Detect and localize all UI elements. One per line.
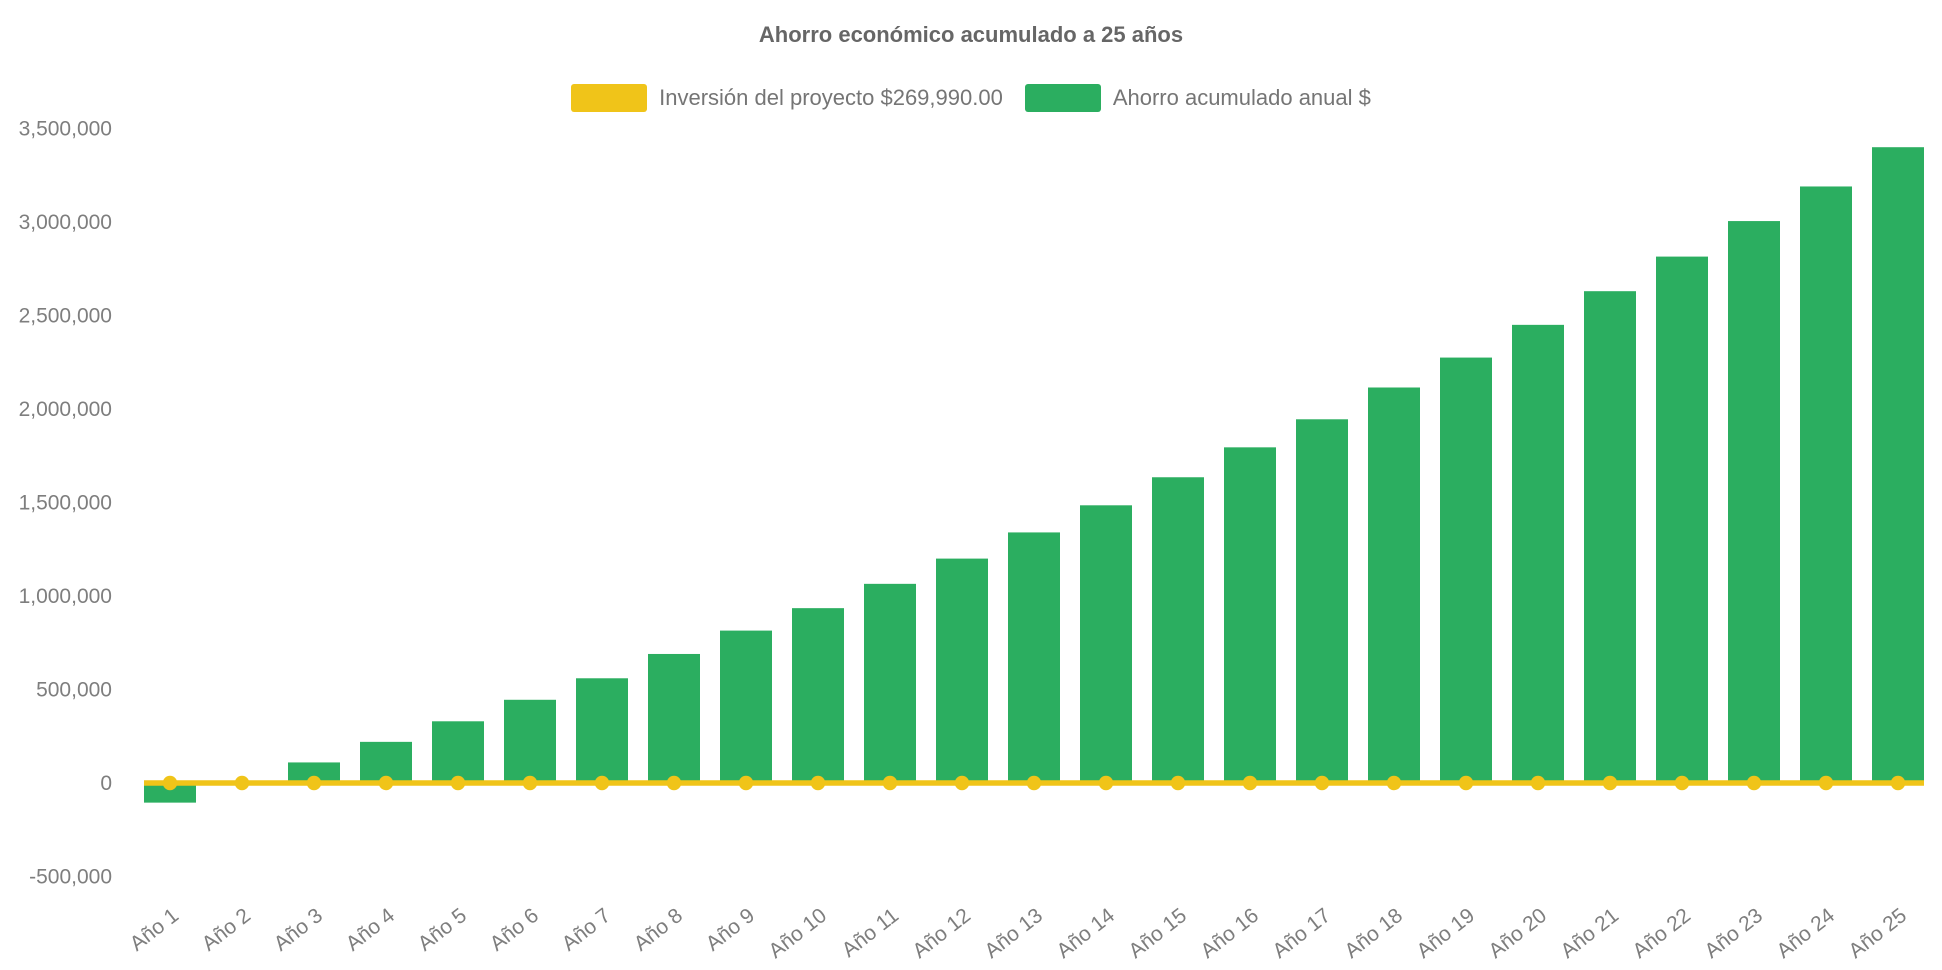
investment-line-point <box>1098 775 1114 791</box>
x-tick-label: Año 25 <box>1844 904 1911 963</box>
x-tick-label: Año 11 <box>838 904 903 962</box>
investment-line-point <box>594 775 610 791</box>
x-tick-label: Año 12 <box>908 904 975 963</box>
investment-line-point <box>810 775 826 791</box>
investment-line-point <box>666 775 682 791</box>
bar-año-12[interactable] <box>936 558 988 783</box>
bar-año-7[interactable] <box>576 678 628 783</box>
investment-line-point <box>954 775 970 791</box>
investment-line-point <box>1458 775 1474 791</box>
investment-line-point <box>1674 775 1690 791</box>
x-tick-label: Año 21 <box>1556 904 1623 963</box>
y-tick-label: 2,500,000 <box>19 305 112 328</box>
investment-line-point <box>1602 775 1618 791</box>
legend-item-inversion[interactable]: Inversión del proyecto $269,990.00 <box>571 84 1003 112</box>
investment-line-point <box>522 775 538 791</box>
x-tick-label: Año 1 <box>126 904 183 956</box>
investment-line-point <box>1746 775 1762 791</box>
bar-año-14[interactable] <box>1080 505 1132 783</box>
y-tick-label: 500,000 <box>36 679 112 702</box>
x-tick-label: Año 18 <box>1340 904 1407 963</box>
x-tick-label: Año 17 <box>1268 904 1335 963</box>
bar-año-20[interactable] <box>1512 324 1564 783</box>
investment-line-point <box>450 775 466 791</box>
x-tick-label: Año 14 <box>1052 904 1119 963</box>
legend-item-ahorro[interactable]: Ahorro acumulado anual $ <box>1024 84 1371 112</box>
bar-año-15[interactable] <box>1152 477 1204 783</box>
investment-line-point <box>882 775 898 791</box>
y-tick-label: 3,000,000 <box>19 211 112 234</box>
bar-año-18[interactable] <box>1368 387 1420 783</box>
x-tick-label: Año 7 <box>558 904 615 956</box>
x-tick-label: Año 10 <box>764 904 831 963</box>
investment-line-point <box>1530 775 1546 791</box>
chart-legend: Inversión del proyecto $269,990.00 Ahorr… <box>0 84 1942 112</box>
x-tick-label: Año 23 <box>1700 904 1767 963</box>
bar-año-6[interactable] <box>504 699 556 783</box>
bar-año-19[interactable] <box>1440 357 1492 783</box>
bar-año-13[interactable] <box>1008 532 1060 783</box>
x-tick-label: Año 3 <box>270 904 327 956</box>
investment-line-point <box>1026 775 1042 791</box>
investment-line-point <box>1314 775 1330 791</box>
legend-label-inversion: Inversión del proyecto $269,990.00 <box>659 85 1003 110</box>
x-tick-label: Año 8 <box>630 904 687 956</box>
bar-año-16[interactable] <box>1224 447 1276 783</box>
bar-año-9[interactable] <box>720 630 772 783</box>
x-tick-label: Año 6 <box>486 904 543 956</box>
x-tick-label: Año 22 <box>1628 904 1695 963</box>
x-tick-label: Año 4 <box>342 904 400 956</box>
investment-line-point <box>162 775 178 791</box>
investment-line-point <box>1386 775 1402 791</box>
bar-año-17[interactable] <box>1296 419 1348 783</box>
legend-label-ahorro: Ahorro acumulado anual $ <box>1112 85 1371 110</box>
x-tick-label: Año 19 <box>1412 904 1479 963</box>
bar-año-3[interactable] <box>288 762 340 783</box>
bar-año-5[interactable] <box>432 721 484 783</box>
y-tick-label: -500,000 <box>29 866 112 889</box>
y-tick-label: 2,000,000 <box>19 398 112 421</box>
bar-año-25[interactable] <box>1872 147 1924 783</box>
y-tick-label: 1,500,000 <box>19 492 112 515</box>
x-tick-label: Año 16 <box>1196 904 1263 963</box>
bar-año-23[interactable] <box>1728 221 1780 783</box>
investment-line-point <box>1818 775 1834 791</box>
x-tick-label: Año 20 <box>1484 904 1551 963</box>
y-tick-label: 0 <box>100 772 112 795</box>
legend-swatch-ahorro <box>1024 84 1101 112</box>
investment-line-point <box>1170 775 1186 791</box>
investment-line-point <box>306 775 322 791</box>
bar-año-10[interactable] <box>792 608 844 783</box>
legend-swatch-inversion <box>571 84 648 112</box>
x-tick-label: Año 13 <box>980 904 1047 963</box>
investment-line-point <box>378 775 394 791</box>
bar-año-8[interactable] <box>648 653 700 783</box>
bar-año-22[interactable] <box>1656 256 1708 784</box>
bar-año-24[interactable] <box>1800 186 1852 784</box>
x-tick-label: Año 2 <box>198 904 255 956</box>
bar-año-21[interactable] <box>1584 291 1636 783</box>
investment-line-point <box>1242 775 1258 791</box>
x-tick-label: Año 24 <box>1772 904 1839 963</box>
y-tick-label: 1,000,000 <box>19 585 112 608</box>
bar-año-1[interactable] <box>144 783 196 803</box>
investment-line-point <box>738 775 754 791</box>
chart-title: Ahorro económico acumulado a 25 años <box>758 22 1184 47</box>
investment-line-point <box>1890 775 1906 791</box>
x-tick-label: Año 5 <box>414 904 471 956</box>
bar-año-11[interactable] <box>864 583 916 783</box>
x-tick-label: Año 9 <box>702 904 759 956</box>
y-tick-label: 3,500,000 <box>19 118 112 141</box>
x-tick-label: Año 15 <box>1124 904 1191 963</box>
investment-line-point <box>234 775 250 791</box>
